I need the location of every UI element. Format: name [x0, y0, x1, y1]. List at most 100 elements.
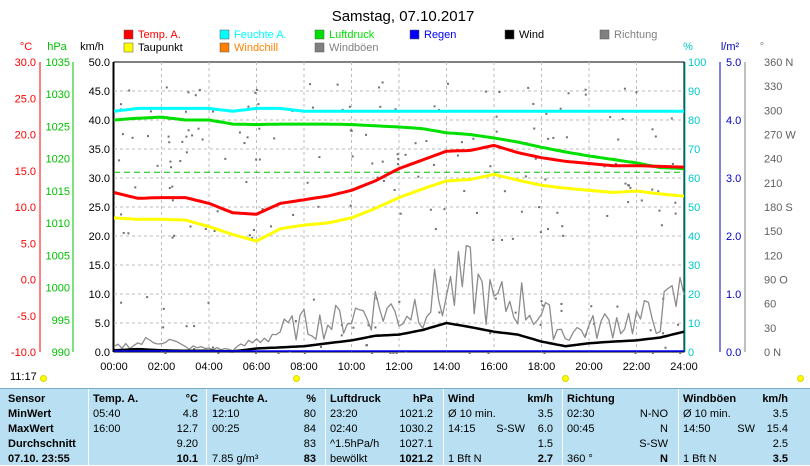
direction-point	[243, 142, 246, 145]
direction-point	[348, 105, 351, 108]
direction-point	[149, 110, 152, 113]
table-cell: 1030.2	[399, 423, 433, 435]
time-bar: 11:17	[0, 370, 810, 384]
direction-point	[674, 212, 677, 215]
direction-point	[447, 82, 450, 85]
direction-point	[171, 199, 174, 202]
table-cell: Luftdruck	[330, 393, 381, 405]
table-cell: 7.85 g/m³	[212, 453, 259, 465]
rain-tick: 2.0	[726, 231, 741, 243]
direction-point	[165, 86, 168, 89]
table-cell: Feuchte A.	[212, 393, 268, 405]
direction-point	[396, 153, 399, 156]
direction-point	[170, 166, 173, 169]
sunrise-marker	[293, 375, 300, 382]
x-tick: 20:00	[575, 361, 603, 373]
direction-point	[584, 88, 587, 91]
direction-point	[246, 136, 249, 139]
table-cell: 14:50	[683, 423, 711, 435]
direction-point	[617, 138, 620, 141]
table-cell: 83	[303, 453, 316, 465]
direction-point	[294, 320, 297, 323]
direction-point	[495, 115, 498, 118]
direction-point	[658, 209, 661, 212]
direction-point	[306, 181, 309, 184]
legend: Temp. A. Feuchte A. Luftdruck Regen Wind Rich…	[123, 29, 657, 54]
direction-point	[538, 206, 541, 209]
wind-tick: 0.0	[95, 347, 110, 359]
legend-label: Wind	[519, 29, 544, 41]
column-separator	[443, 389, 444, 466]
humidity-tick: 30	[688, 260, 700, 272]
legend-swatch	[123, 29, 134, 40]
direction-point	[463, 190, 466, 193]
direction-tick: 120	[764, 250, 782, 262]
direction-point	[503, 190, 506, 193]
humidity-tick: 50	[688, 202, 700, 214]
direction-point	[520, 210, 523, 213]
direction-point	[193, 325, 196, 328]
direction-point	[559, 107, 562, 110]
table-cell: N	[660, 423, 668, 435]
direction-point	[248, 234, 251, 237]
direction-point	[381, 160, 384, 163]
direction-point	[567, 92, 570, 95]
direction-point	[374, 326, 377, 329]
pressure-tick: 1020	[46, 154, 70, 166]
direction-point	[277, 352, 280, 354]
table-cell: S-SW	[639, 438, 668, 450]
direction-point	[565, 136, 568, 139]
table-cell: 02:40	[330, 423, 358, 435]
direction-point	[122, 231, 125, 234]
axis-unit: hPa	[47, 41, 67, 53]
direction-point	[238, 131, 241, 134]
pressure-line	[113, 115, 685, 171]
direction-point	[171, 185, 174, 188]
direction-point	[501, 239, 504, 242]
direction-point	[147, 135, 150, 138]
temp-tick: -5.0	[17, 311, 36, 323]
table-cell: 1.5	[537, 438, 553, 450]
sun-marker-right	[797, 375, 804, 382]
wind-tick: 45.0	[89, 86, 110, 98]
direction-point	[624, 182, 627, 185]
direction-point	[189, 225, 192, 228]
legend-label: Windböen	[329, 42, 379, 54]
legend-swatch	[314, 29, 325, 40]
direction-point	[224, 157, 227, 160]
direction-point	[173, 234, 176, 237]
direction-point	[539, 323, 542, 326]
axis-unit: %	[683, 41, 693, 53]
direction-point	[562, 234, 565, 237]
rain-tick: 4.0	[726, 115, 741, 127]
direction-point	[543, 352, 546, 354]
table-cell: 3.5	[772, 408, 788, 420]
direction-point	[194, 94, 197, 97]
direction-point	[404, 153, 407, 156]
temp-tick: 15.0	[15, 166, 36, 178]
plot-area	[113, 61, 685, 354]
direction-point	[156, 164, 159, 167]
direction-tick: 210	[764, 178, 782, 190]
x-tick: 22:00	[623, 361, 651, 373]
direction-point	[584, 93, 587, 96]
direction-tick: 60	[764, 299, 776, 311]
direction-point	[539, 231, 542, 234]
direction-point	[319, 345, 322, 348]
direction-point	[131, 136, 134, 139]
direction-tick: 330	[764, 81, 782, 93]
table-cell: %	[306, 393, 316, 405]
table-cell: 6.0	[537, 423, 553, 435]
table-cell: 1 Bft N	[683, 453, 717, 465]
humidity-tick: 100	[688, 57, 706, 69]
direction-point	[671, 162, 674, 165]
direction-point	[443, 208, 446, 211]
direction-point	[394, 108, 397, 111]
direction-tick: 300	[764, 105, 782, 117]
direction-point	[382, 179, 385, 182]
direction-point	[134, 186, 137, 189]
direction-tick: 270 W	[764, 130, 796, 142]
direction-point	[489, 165, 492, 168]
direction-point	[489, 332, 492, 335]
summary-table: Sensor Temp. A. °C Feuchte A.% Luftdruck hPa W…	[0, 388, 810, 466]
